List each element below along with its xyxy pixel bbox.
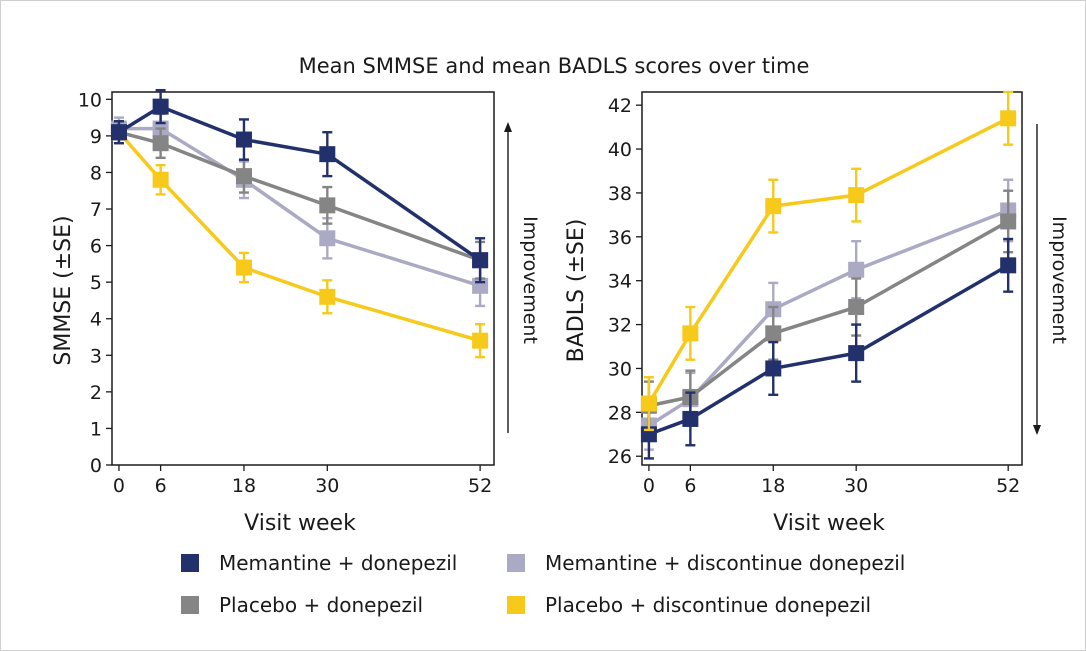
smmse-plot-frame (111, 91, 495, 466)
smmse-y-tick-label: 4 (90, 309, 102, 331)
badls-data-point (1000, 213, 1017, 230)
badls-series-2 (640, 237, 1017, 460)
smmse-x-tick-label: 18 (232, 475, 256, 497)
smmse-data-point (319, 146, 336, 163)
badls-y-tick-label: 34 (608, 271, 632, 293)
badls-plot-frame (641, 91, 1023, 466)
badls-y-tick-label: 32 (608, 315, 632, 337)
badls-data-point (765, 325, 782, 342)
smmse-data-point (152, 171, 169, 188)
smmse-y-tick-label: 0 (90, 455, 102, 477)
badls-data-point (848, 299, 865, 316)
badls-data-point (848, 187, 865, 204)
smmse-data-point (235, 168, 252, 185)
badls-data-point (682, 325, 699, 342)
badls-data-point (848, 345, 865, 362)
badls-y-tick-label: 28 (608, 402, 632, 424)
legend-swatch (181, 596, 199, 614)
smmse-data-point (319, 230, 336, 247)
smmse-series-line (118, 126, 481, 288)
legend-label: Memantine + discontinue donepezil (545, 551, 905, 575)
badls-y-tick-label: 40 (608, 139, 632, 161)
figure-title: Mean SMMSE and mean BADLS scores over ti… (299, 54, 810, 78)
badls-y-tick-label: 26 (608, 446, 632, 468)
badls-series-line (648, 263, 1010, 436)
badls-data-point (1000, 110, 1017, 127)
badls-panel: 26 28 30 32 34 36 38 40 42 0 6 18 30 52 Visit week BADL… (564, 90, 1070, 536)
smmse-series-line (118, 104, 482, 262)
badls-y-axis-label: BADLS (±SE) (564, 219, 589, 363)
smmse-data-point (152, 98, 169, 115)
badls-series-line (647, 116, 1009, 405)
badls-x-tick-label: 6 (684, 475, 696, 497)
legend-label: Memantine + donepezil (219, 551, 457, 575)
badls-data-point (765, 198, 782, 215)
badls-x-tick-label: 30 (844, 475, 868, 497)
badls-data-point (682, 410, 699, 427)
badls-x-tick-label: 0 (643, 475, 655, 497)
legend-swatch (507, 554, 525, 572)
smmse-data-point (472, 252, 489, 269)
smmse-panel: 0 1 2 3 4 5 6 7 8 9 10 0 6 18 30 52 Visit week SMMSE (±SE… (51, 88, 541, 536)
badls-x-tick-label: 52 (996, 475, 1020, 497)
smmse-series-2 (110, 120, 489, 280)
smmse-series-3 (110, 88, 489, 284)
smmse-improvement-arrow-head (504, 122, 512, 132)
legend-label: Placebo + discontinue donepezil (545, 593, 871, 617)
smmse-y-tick-label: 9 (90, 126, 102, 148)
smmse-y-tick-label: 3 (90, 345, 102, 367)
smmse-y-tick-label: 10 (78, 89, 102, 111)
badls-y-tick-label: 36 (608, 227, 632, 249)
badls-data-point (848, 261, 865, 278)
legend: Memantine + donepezil Memantine + discont… (181, 551, 905, 617)
badls-series-1 (640, 189, 1017, 432)
badls-x-axis-label: Visit week (773, 511, 885, 536)
badls-series-line (647, 208, 1009, 427)
badls-data-point (1000, 257, 1017, 274)
smmse-x-tick-label: 30 (315, 475, 339, 497)
smmse-data-point (235, 131, 252, 148)
smmse-y-tick-label: 2 (90, 382, 102, 404)
smmse-y-tick-label: 7 (90, 199, 102, 221)
smmse-x-axis-label: Visit week (244, 511, 356, 536)
smmse-improvement-label: Improvement (519, 216, 541, 344)
smmse-series-0 (110, 120, 489, 359)
smmse-data-point (152, 135, 169, 152)
smmse-y-tick-label: 5 (90, 272, 102, 294)
smmse-data-point (319, 197, 336, 214)
legend-swatch (181, 554, 199, 572)
badls-y-tick-label: 42 (608, 95, 632, 117)
legend-swatch (507, 596, 525, 614)
smmse-x-tick-label: 52 (468, 475, 492, 497)
badls-data-point (640, 395, 657, 412)
badls-y-tick-label: 30 (608, 358, 632, 380)
smmse-data-point (235, 259, 252, 276)
smmse-y-tick-label: 6 (90, 236, 102, 258)
badls-y-tick-label: 38 (608, 183, 632, 205)
legend-label: Placebo + donepezil (219, 593, 423, 617)
smmse-y-tick-label: 8 (90, 162, 102, 184)
smmse-y-axis-label: SMMSE (±SE) (51, 215, 76, 365)
badls-improvement-arrow-head (1033, 425, 1041, 435)
smmse-series-line (118, 130, 481, 262)
smmse-data-point (110, 124, 127, 141)
smmse-y-tick-label: 1 (90, 418, 102, 440)
badls-improvement-label: Improvement (1048, 216, 1070, 344)
smmse-x-tick-label: 6 (155, 475, 167, 497)
badls-x-tick-label: 18 (761, 475, 785, 497)
badls-series-3 (640, 90, 1017, 432)
smmse-x-tick-label: 0 (113, 475, 125, 497)
smmse-data-point (472, 332, 489, 349)
badls-data-point (765, 360, 782, 377)
smmse-series-line (117, 131, 481, 343)
smmse-data-point (319, 288, 336, 305)
